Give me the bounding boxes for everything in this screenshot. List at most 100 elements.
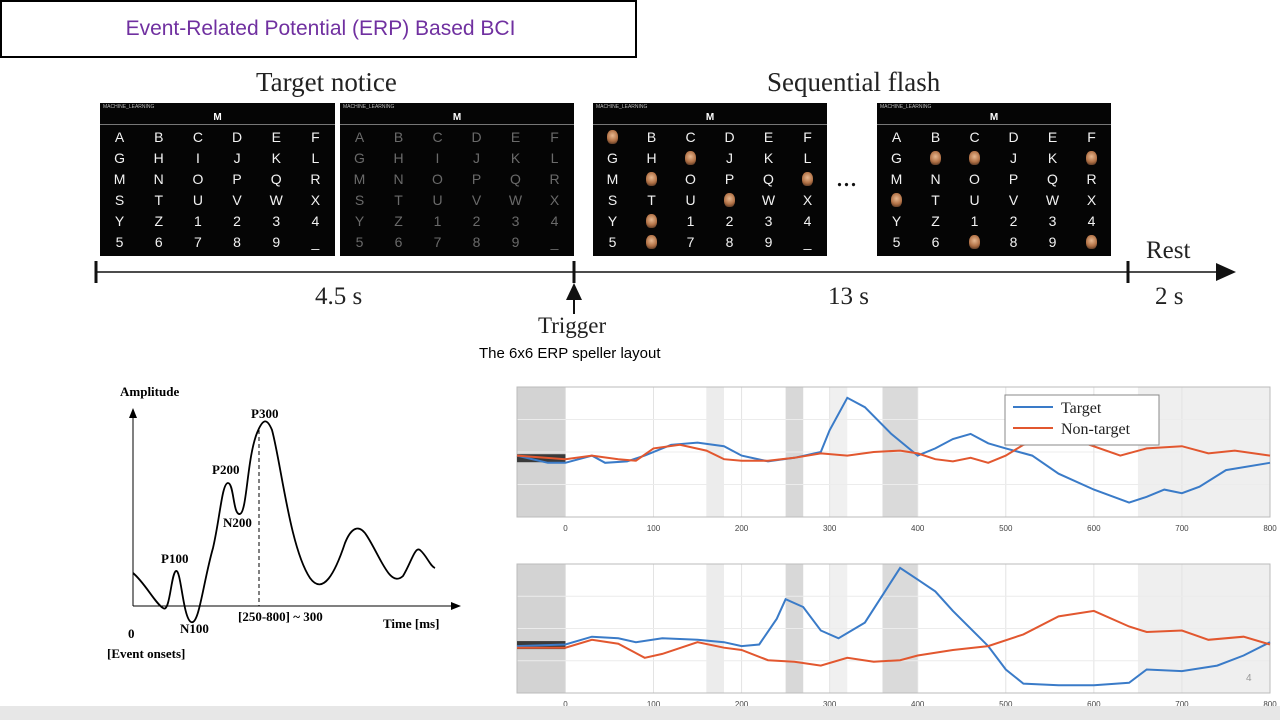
face-icon (969, 234, 980, 249)
speller-cell: 7 (433, 233, 442, 250)
speller-cell: O (432, 171, 443, 188)
speller-cell: 9 (272, 233, 281, 250)
speller-cell: U (685, 191, 696, 208)
speller-cell: T (154, 191, 164, 208)
speller-cell-flashed (632, 210, 671, 231)
speller-cell: 7 (686, 233, 695, 250)
speller-cell: 8 (472, 233, 481, 250)
speller-cell: M (353, 171, 366, 188)
speller-cell: 1 (970, 212, 979, 229)
speller-cell: R (1086, 171, 1097, 188)
face-icon (1086, 151, 1097, 166)
speller-cell: V (471, 191, 482, 208)
speller-cell: _ (803, 233, 812, 250)
duration-rest: 2 s (1155, 283, 1184, 310)
speller-cell: Q (763, 171, 774, 188)
x-tick-label: 200 (735, 700, 749, 709)
speller-cell: E (271, 129, 281, 146)
speller-cell: 9 (1048, 233, 1057, 250)
speller-cell: X (802, 191, 813, 208)
legend-box (1004, 394, 1160, 446)
speller-cell: 8 (233, 233, 241, 250)
speller-panel: MACHINE_LEARNING M A B C D E F G H I J K L M N O P Q R S T U V W… (100, 103, 335, 256)
speller-cell: 5 (115, 233, 124, 250)
speller-cell: B (393, 129, 404, 146)
speller-cell: H (393, 150, 404, 167)
speller-cell: S (607, 191, 618, 208)
speller-cell: T (394, 191, 403, 208)
speller-cell: I (195, 150, 200, 167)
speller-panel: MACHINE_LEARNING M A B C D E F G H I J K L M N O P Q R S T U V W… (340, 103, 574, 256)
n200-label: N200 (223, 515, 252, 530)
speller-cell: K (510, 150, 521, 167)
speller-top-text: MACHINE_LEARNING (343, 104, 395, 110)
speller-cell: U (969, 191, 980, 208)
speller-cell: H (646, 150, 657, 167)
speller-cell: 9 (764, 233, 773, 250)
speller-cell: 5 (892, 233, 901, 250)
speller-cell-flashed (1072, 231, 1111, 252)
speller-cell: 3 (764, 212, 773, 229)
speller-cell: F (311, 129, 320, 146)
speller-cell: 3 (511, 212, 520, 229)
speller-top-text: MACHINE_LEARNING (103, 104, 155, 110)
plot-frame (516, 563, 1271, 694)
speller-cell: Q (510, 171, 521, 188)
speller-cell-flashed (955, 231, 994, 252)
speller-cell: 2 (472, 212, 481, 229)
speller-cell: K (1047, 150, 1058, 167)
rest-label: Rest (1146, 237, 1191, 264)
face-icon (802, 172, 813, 187)
speller-cell: A (354, 129, 365, 146)
speller-divider (340, 124, 574, 125)
speller-cell-flashed (877, 190, 916, 211)
erp-plots: 0 100 200 300 400 500 600 700 800 Target Non-targe… (515, 377, 1280, 720)
x-tick-label: 500 (999, 524, 1013, 533)
timeline-axis (94, 261, 1236, 314)
speller-divider (100, 124, 335, 125)
speller-cell: X (549, 191, 560, 208)
duration-notice: 4.5 s (315, 283, 363, 310)
erp-origin-label: 0 (128, 626, 135, 641)
p200-label: P200 (212, 462, 239, 477)
speller-cell: X (1086, 191, 1097, 208)
speller-cell: G (891, 150, 902, 167)
speller-cell: C (432, 129, 443, 146)
erp-x-label: Time [ms] (383, 616, 439, 631)
speller-cell: 4 (1087, 212, 1096, 229)
speller-cell: P (471, 171, 482, 188)
speller-cell: 4 (803, 212, 812, 229)
speller-grid: B C D E F G H J K L M O P Q S T U W X Y 1 2 3 4 5 7 8 9 _ (593, 127, 827, 252)
speller-cell: W (761, 191, 776, 208)
speller-cell: _ (311, 233, 320, 250)
speller-cell-flashed (1072, 148, 1111, 169)
speller-cell: Q (270, 171, 282, 188)
speller-cell: H (153, 150, 164, 167)
x-tick-label: 300 (823, 524, 837, 533)
speller-cell: V (232, 191, 242, 208)
erp-plots-svg: 0 100 200 300 400 500 600 700 800 Target Non-targe… (516, 386, 1277, 709)
speller-cell: 4 (311, 212, 320, 229)
face-icon (646, 234, 657, 249)
page-number: 4 (1246, 673, 1252, 684)
speller-cell: Z (931, 212, 940, 229)
erp-y-label: Amplitude (120, 384, 179, 399)
speller-cell: R (310, 171, 321, 188)
speller-cell-flashed (593, 127, 632, 148)
face-icon (724, 192, 735, 207)
trigger-label: Trigger (538, 313, 607, 338)
speller-cell: 9 (511, 233, 520, 250)
speller-cell: 3 (272, 212, 281, 229)
speller-cell: W (1045, 191, 1060, 208)
duration-flash: 13 s (828, 283, 869, 310)
speller-cell: 6 (394, 233, 403, 250)
speller-cell: O (685, 171, 696, 188)
speller-cell: Y (607, 212, 618, 229)
speller-cell: C (192, 129, 203, 146)
speller-cell: G (354, 150, 365, 167)
speller-cell: B (646, 129, 657, 146)
speller-cell: P (724, 171, 735, 188)
speller-cell: J (726, 150, 733, 167)
speller-cell: D (471, 129, 482, 146)
x-tick-label: 200 (735, 524, 749, 533)
